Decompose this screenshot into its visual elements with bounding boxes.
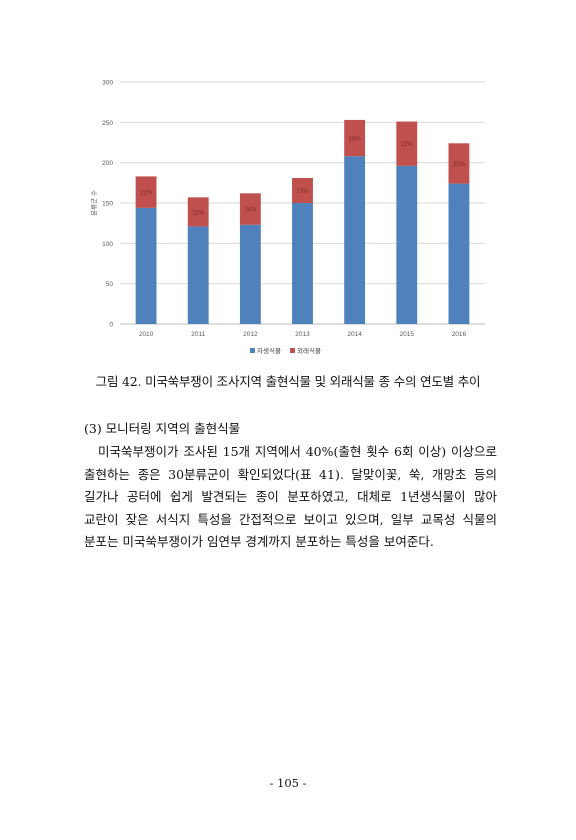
y-axis-label: 분류군 수 (90, 190, 98, 216)
y-tick-label: 250 (102, 120, 113, 127)
x-tick-label: 2014 (347, 331, 362, 338)
bar-native-2011 (187, 226, 209, 324)
data-label: 18% (349, 137, 362, 143)
data-label: 22% (192, 210, 205, 216)
figure-caption: 그림 42. 미국쑥부쟁이 조사지역 출현식물 및 외래식물 종 수의 연도별 … (95, 374, 481, 389)
x-tick-label: 2012 (243, 331, 258, 338)
data-label: 22% (401, 142, 414, 148)
x-tick-label: 2015 (400, 331, 415, 338)
bar-native-2016 (448, 183, 470, 324)
data-label: 21% (140, 191, 153, 197)
bar-native-2015 (396, 165, 418, 324)
bar-alien-2012 (239, 193, 261, 225)
bar-native-2010 (135, 207, 157, 324)
bar-alien-2011 (187, 197, 209, 227)
bar-alien-2010 (135, 176, 157, 208)
bar-native-2012 (239, 224, 261, 324)
legend-label: 외래식물 (297, 346, 321, 355)
bar-native-2014 (344, 156, 366, 324)
legend-swatch (250, 348, 255, 353)
bar-alien-2014 (344, 119, 366, 157)
y-tick-label: 300 (102, 80, 113, 87)
bar-alien-2013 (292, 177, 313, 203)
y-tick-label: 150 (102, 201, 113, 208)
bar-alien-2015 (396, 121, 418, 166)
body-paragraph: 미국쑥부쟁이가 조사된 15개 지역에서 40%(출현 횟수 6회 이상) 이상… (84, 444, 497, 549)
section-heading: (3) 모니터링 지역의 출현식물 (84, 421, 241, 436)
y-tick-label: 100 (102, 241, 113, 248)
y-tick-label: 200 (102, 160, 113, 167)
data-label: 22% (453, 162, 466, 168)
legend-label: 자생식물 (257, 346, 281, 355)
bar-alien-2016 (448, 143, 470, 184)
x-tick-label: 2010 (139, 331, 154, 338)
data-label: 17% (296, 189, 309, 195)
x-tick-label: 2011 (191, 331, 205, 338)
legend-swatch (290, 348, 295, 353)
x-tick-label: 2016 (452, 331, 467, 338)
x-tick-label: 2013 (295, 331, 310, 338)
data-label: 24% (244, 208, 257, 214)
bar-native-2013 (292, 203, 313, 324)
page-number: - 105 - (269, 776, 307, 790)
y-tick-label: 50 (106, 281, 114, 288)
y-tick-label: 0 (109, 322, 113, 329)
stacked-bar-chart: 0 50 100 150 200 250 300 분류군 수 21% 2010 22% 2011 24%… (90, 80, 485, 355)
